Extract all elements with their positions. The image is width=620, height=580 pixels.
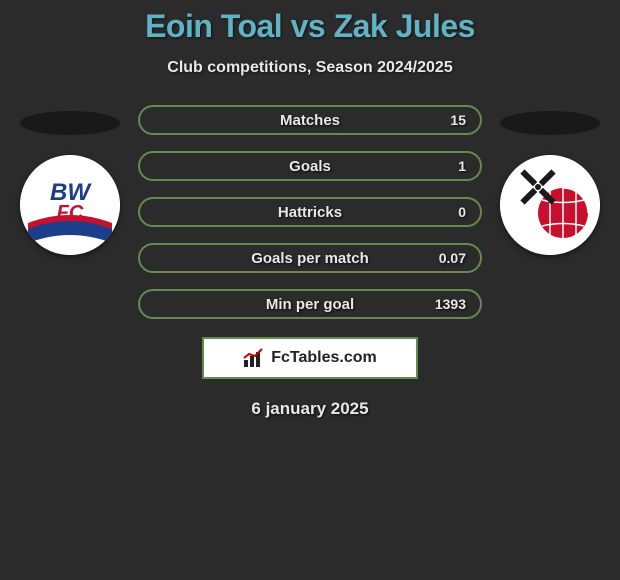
stat-row-goals: Goals 1 — [138, 151, 482, 181]
stat-label: Min per goal — [266, 296, 354, 313]
svg-text:FC: FC — [57, 202, 84, 224]
name-shadow-right — [500, 111, 600, 135]
stats-panel: Matches 15 Goals 1 Hattricks 0 Goals per… — [138, 105, 482, 319]
stat-label: Matches — [280, 112, 340, 129]
brand-badge[interactable]: FcTables.com — [202, 337, 418, 379]
stat-value: 0.07 — [439, 250, 466, 266]
stat-row-min-per-goal: Min per goal 1393 — [138, 289, 482, 319]
main-layout: BW FC Matches 15 Goals 1 Hattricks 0 Goa… — [0, 105, 620, 319]
rotherham-crest-icon — [500, 155, 600, 255]
bolton-crest-icon: BW FC — [20, 155, 120, 255]
stat-label: Hattricks — [278, 204, 342, 221]
left-team-column: BW FC — [20, 105, 120, 255]
name-shadow-left — [20, 111, 120, 135]
right-team-column — [500, 105, 600, 255]
date-label: 6 january 2025 — [0, 399, 620, 419]
stat-value: 15 — [450, 112, 466, 128]
stat-label: Goals — [289, 158, 331, 175]
chart-icon — [243, 348, 267, 368]
stat-value: 1393 — [435, 296, 466, 312]
stat-row-hattricks: Hattricks 0 — [138, 197, 482, 227]
stat-label: Goals per match — [251, 250, 369, 267]
stat-row-goals-per-match: Goals per match 0.07 — [138, 243, 482, 273]
brand-text: FcTables.com — [271, 349, 377, 367]
page-title: Eoin Toal vs Zak Jules — [0, 8, 620, 45]
subtitle: Club competitions, Season 2024/2025 — [0, 59, 620, 77]
stat-row-matches: Matches 15 — [138, 105, 482, 135]
rotherham-united-crest — [500, 155, 600, 255]
comparison-card: Eoin Toal vs Zak Jules Club competitions… — [0, 0, 620, 419]
stat-value: 0 — [458, 204, 466, 220]
bolton-wanderers-crest: BW FC — [20, 155, 120, 255]
stat-value: 1 — [458, 158, 466, 174]
